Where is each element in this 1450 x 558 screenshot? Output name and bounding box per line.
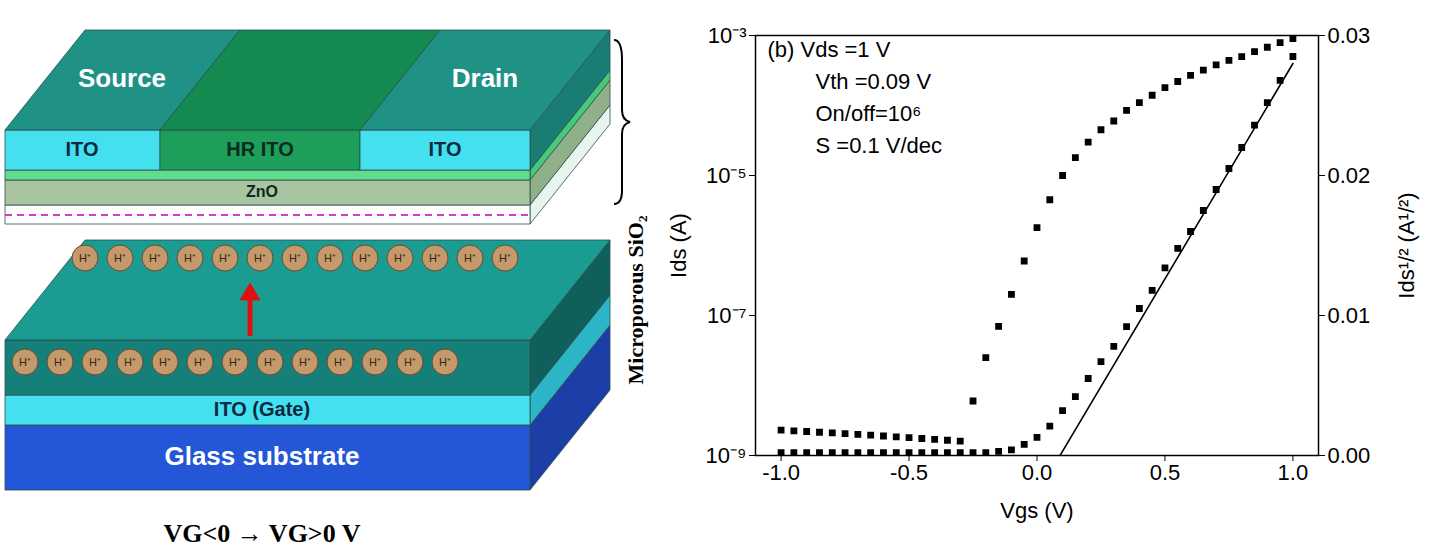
svg-text:H⁺: H⁺ — [229, 356, 241, 368]
svg-text:10⁻⁵: 10⁻⁵ — [706, 163, 747, 188]
svg-text:H⁺: H⁺ — [429, 252, 441, 264]
svg-text:H⁺: H⁺ — [334, 356, 346, 368]
svg-text:Vgs (V): Vgs (V) — [1000, 498, 1073, 523]
svg-text:H⁺: H⁺ — [299, 356, 311, 368]
svg-text:HR ITO: HR ITO — [226, 138, 293, 160]
svg-text:H⁺: H⁺ — [404, 356, 416, 368]
svg-text:ZnO: ZnO — [246, 183, 278, 200]
svg-text:ITO (Gate): ITO (Gate) — [214, 398, 310, 420]
svg-text:H⁺: H⁺ — [464, 252, 476, 264]
svg-text:H⁺: H⁺ — [289, 252, 301, 264]
svg-text:0.02: 0.02 — [1328, 163, 1371, 188]
svg-text:Vth =0.09 V: Vth =0.09 V — [816, 69, 932, 94]
svg-text:H⁺: H⁺ — [324, 252, 336, 264]
svg-text:H⁺: H⁺ — [159, 356, 171, 368]
svg-text:10⁻⁷: 10⁻⁷ — [707, 303, 746, 328]
svg-text:1.0: 1.0 — [1278, 460, 1309, 485]
svg-text:ITO: ITO — [66, 138, 99, 160]
svg-text:-1.0: -1.0 — [762, 460, 800, 485]
svg-text:H⁺: H⁺ — [369, 356, 381, 368]
svg-text:-0.5: -0.5 — [890, 460, 928, 485]
svg-text:Ids¹/² (A¹/²): Ids¹/² (A¹/²) — [1394, 192, 1419, 298]
svg-text:(b) Vds =1 V: (b) Vds =1 V — [768, 37, 891, 62]
svg-text:Ids (A): Ids (A) — [666, 213, 691, 278]
svg-text:H⁺: H⁺ — [219, 252, 231, 264]
svg-text:H⁺: H⁺ — [439, 356, 451, 368]
svg-text:H⁺: H⁺ — [79, 252, 91, 264]
svg-text:H⁺: H⁺ — [264, 356, 276, 368]
svg-text:H⁺: H⁺ — [19, 356, 31, 368]
svg-text:H⁺: H⁺ — [149, 252, 161, 264]
svg-text:0.01: 0.01 — [1328, 303, 1371, 328]
svg-text:H⁺: H⁺ — [184, 252, 196, 264]
svg-text:Source: Source — [78, 63, 166, 93]
svg-text:Glass substrate: Glass substrate — [164, 441, 359, 471]
svg-text:Drain: Drain — [452, 63, 518, 93]
svg-text:H⁺: H⁺ — [114, 252, 126, 264]
svg-text:0.00: 0.00 — [1328, 443, 1371, 468]
svg-text:H⁺: H⁺ — [394, 252, 406, 264]
svg-text:10⁻⁹: 10⁻⁹ — [706, 443, 747, 468]
svg-text:0.03: 0.03 — [1328, 23, 1371, 48]
svg-text:VG<0 → VG>0 V: VG<0 → VG>0 V — [164, 519, 361, 548]
svg-text:H⁺: H⁺ — [499, 252, 511, 264]
svg-text:On/off=10⁶: On/off=10⁶ — [816, 101, 922, 126]
svg-text:S =0.1 V/dec: S =0.1 V/dec — [816, 133, 943, 158]
svg-text:H⁺: H⁺ — [54, 356, 66, 368]
svg-text:H⁺: H⁺ — [124, 356, 136, 368]
svg-text:10⁻³: 10⁻³ — [708, 23, 747, 48]
svg-text:ITO: ITO — [429, 138, 462, 160]
svg-text:H⁺: H⁺ — [89, 356, 101, 368]
svg-text:0.0: 0.0 — [1022, 460, 1053, 485]
svg-text:0.5: 0.5 — [1150, 460, 1181, 485]
svg-text:Microporous SiO₂: Microporous SiO₂ — [623, 215, 648, 384]
svg-text:H⁺: H⁺ — [254, 252, 266, 264]
svg-text:H⁺: H⁺ — [194, 356, 206, 368]
svg-text:H⁺: H⁺ — [359, 252, 371, 264]
